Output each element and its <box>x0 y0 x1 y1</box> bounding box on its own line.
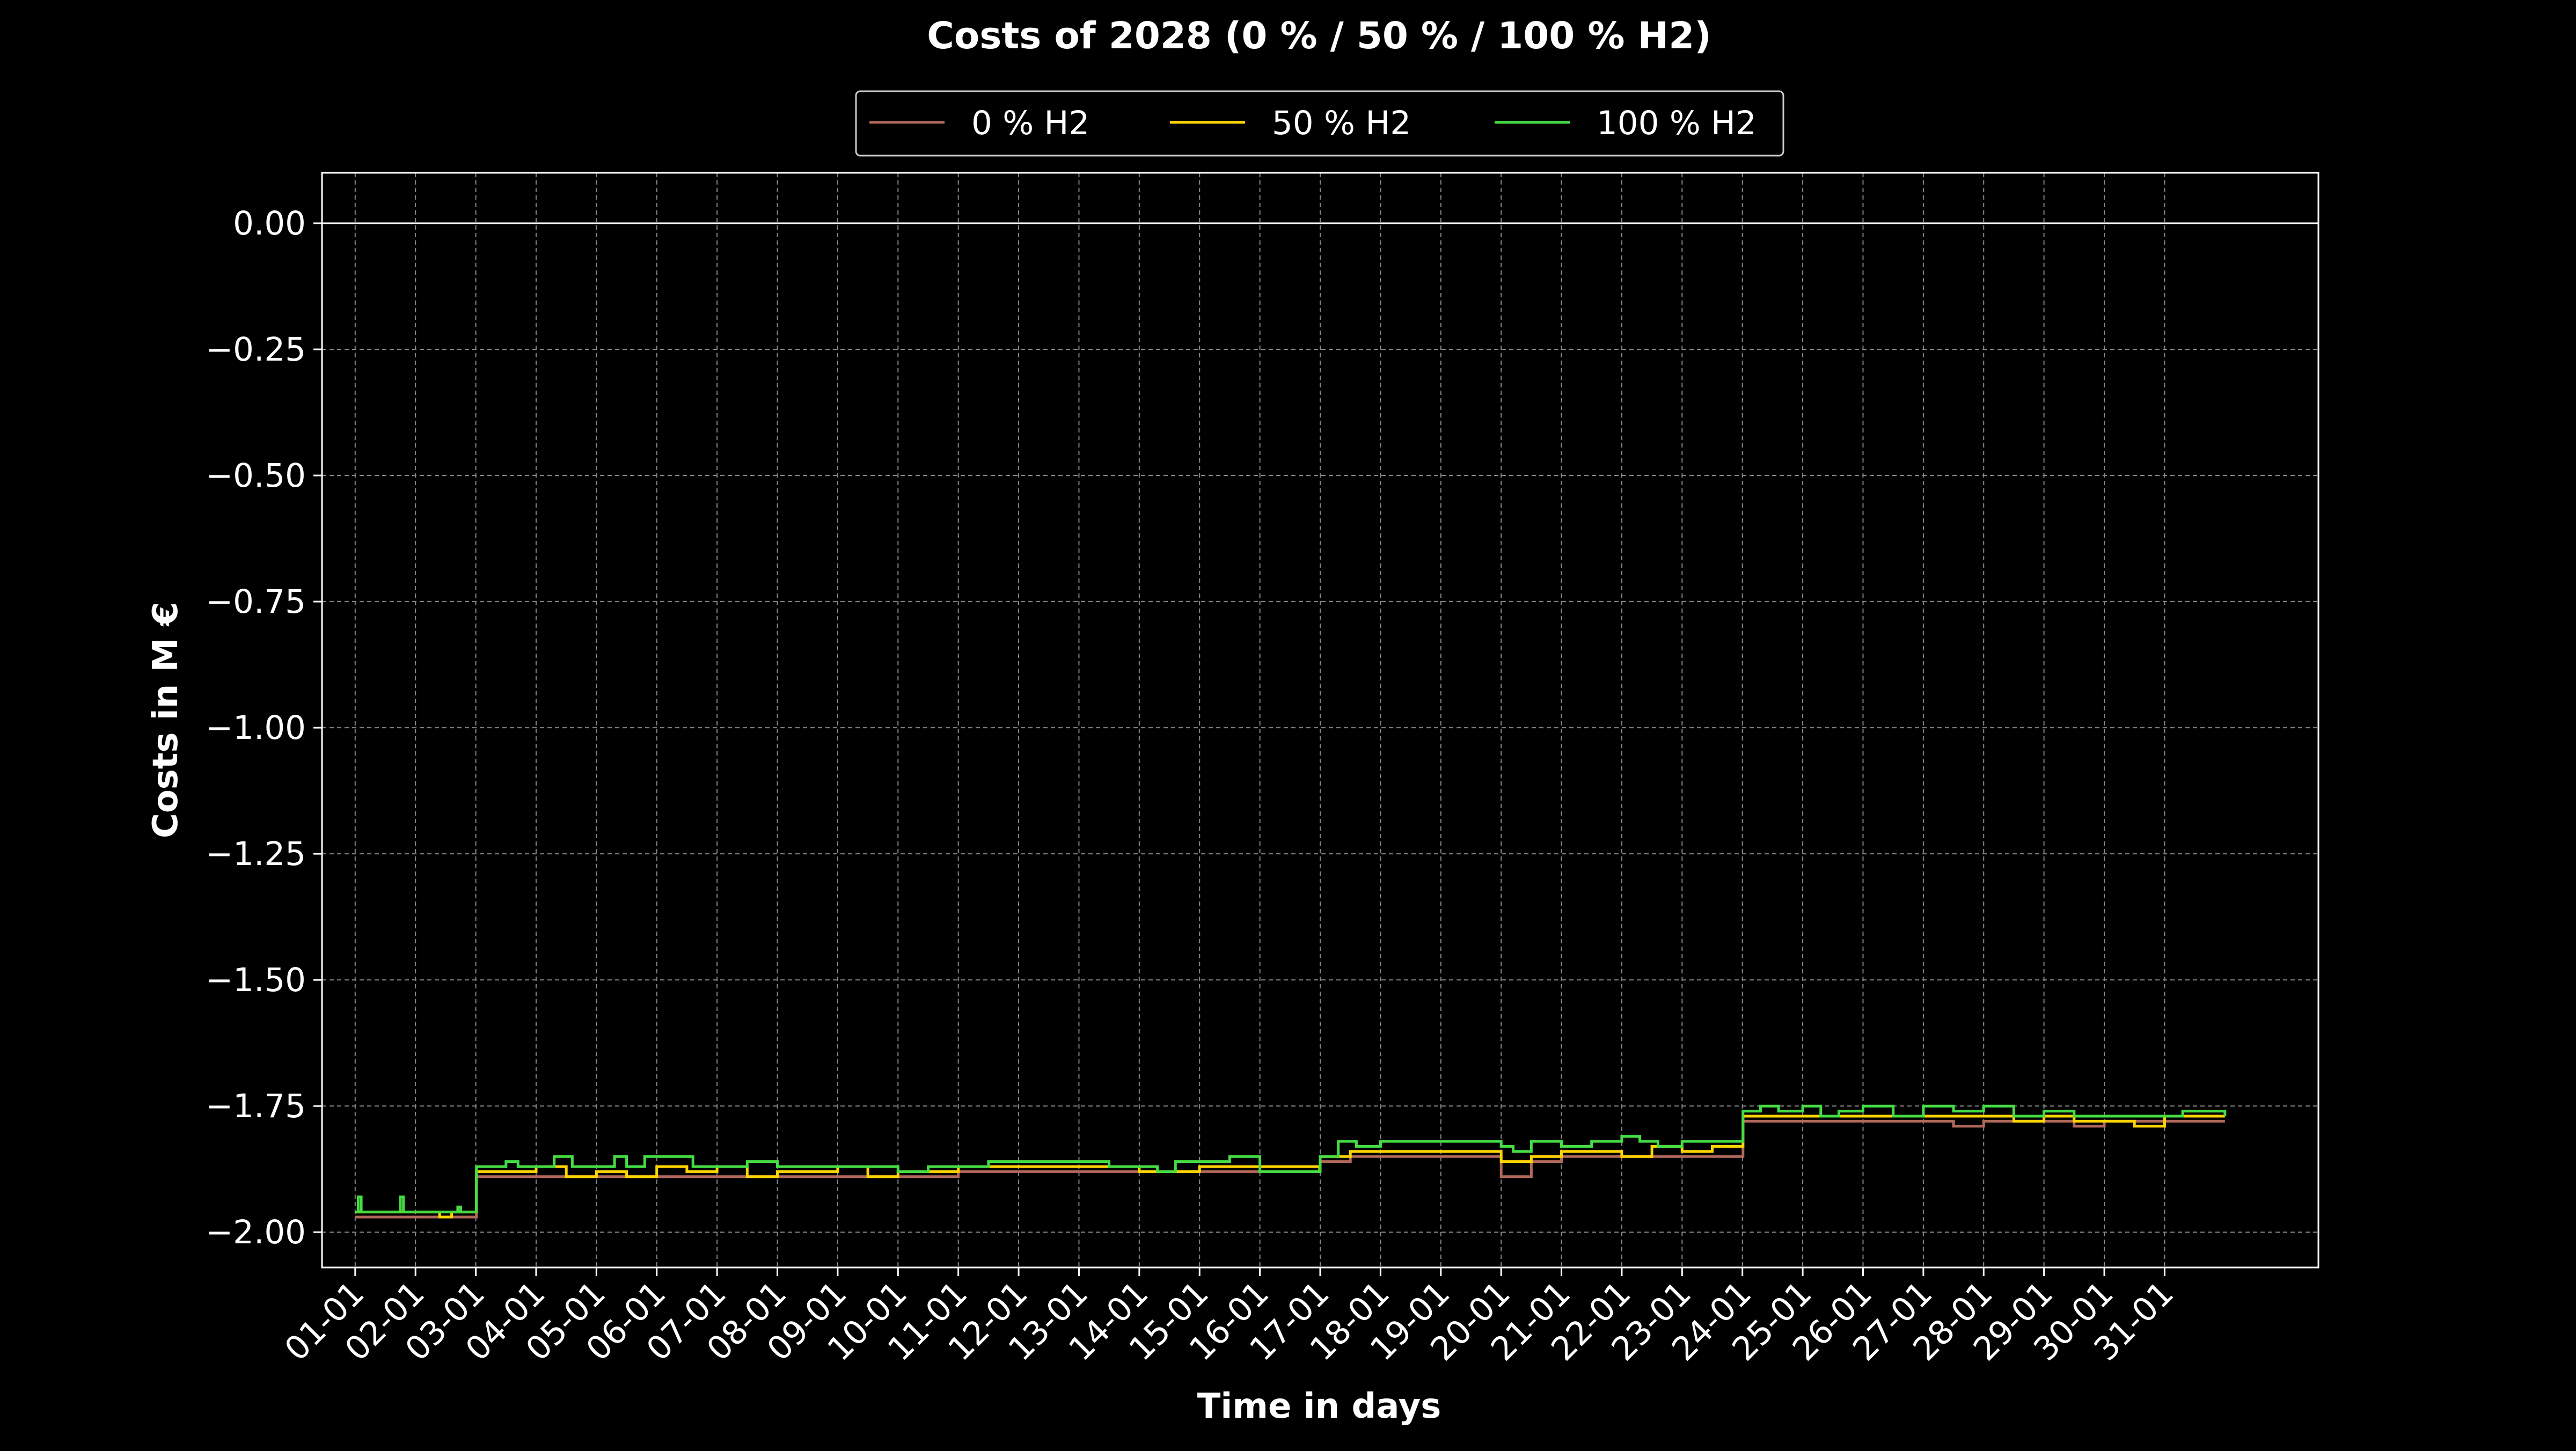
y-tick-label: −1.25 <box>206 835 306 873</box>
y-tick-label: −2.00 <box>206 1213 306 1251</box>
chart-title: Costs of 2028 (0 % / 50 % / 100 % H2) <box>927 14 1711 57</box>
data-series <box>355 1104 2227 1219</box>
series-line-2 <box>355 1104 2227 1214</box>
y-axis-label: Costs in M € <box>146 602 186 838</box>
y-tick-label: −1.00 <box>206 709 306 747</box>
legend-label-0: 0 % H2 <box>971 104 1089 142</box>
legend-label-2: 100 % H2 <box>1597 104 1757 142</box>
y-axis-ticks: 0.00 −0.25 −0.50 −0.75 −1.00 −1.25 −1.50 −1.75 −… <box>206 204 322 1251</box>
y-tick-label: −0.50 <box>206 457 306 495</box>
y-tick-label: −1.50 <box>206 961 306 999</box>
x-axis-label: Time in days <box>1197 1387 1441 1426</box>
legend: 0 % H2 50 % H2 100 % H2 <box>855 90 1784 157</box>
y-tick-label: −0.25 <box>206 331 306 369</box>
y-tick-label: 0.00 <box>233 204 306 243</box>
legend-frame <box>855 90 1784 157</box>
legend-label-1: 50 % H2 <box>1272 104 1411 142</box>
y-tick-label: −0.75 <box>206 583 306 621</box>
y-tick-label: −1.75 <box>206 1087 306 1125</box>
series-line-0 <box>355 1119 2225 1219</box>
